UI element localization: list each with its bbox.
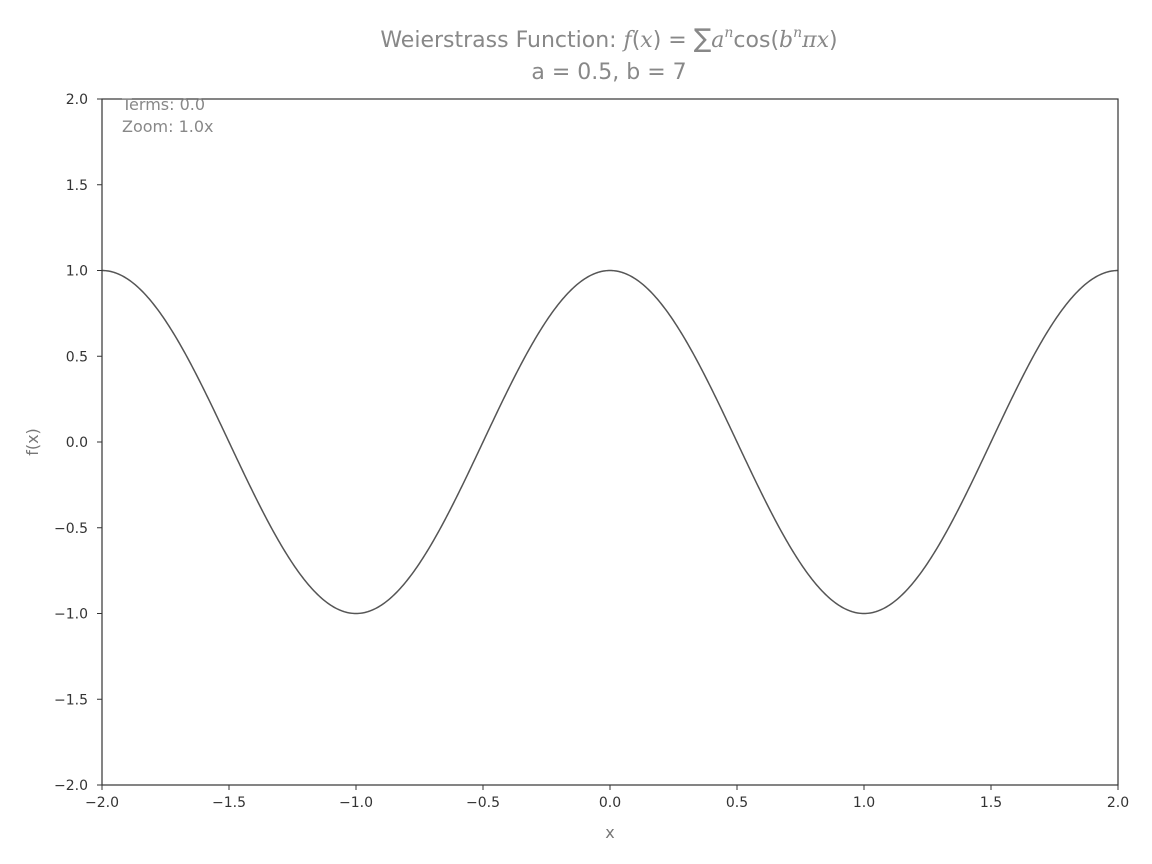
chart-title-prefix: Weierstrass Function:	[380, 28, 623, 53]
x-tick-label: −2.0	[85, 795, 119, 811]
x-tick-label: −1.5	[212, 795, 246, 811]
y-tick-label: −2.0	[54, 778, 88, 794]
y-tick-label: −1.0	[54, 607, 88, 623]
chart-title-cos: cos	[733, 28, 770, 53]
x-tick-label: 1.0	[853, 795, 875, 811]
x-tick-label: 0.0	[599, 795, 621, 811]
chart-title-x: x	[640, 28, 653, 53]
chart-title-b: b	[779, 28, 793, 53]
chart-title-paren-close: )	[653, 28, 662, 53]
chart-title-paren-open: (	[632, 28, 641, 53]
series-line	[101, 269, 1119, 615]
y-tick-label: 1.0	[66, 264, 88, 280]
y-axis-label: f(x)	[23, 428, 42, 456]
chart-title-pix: πx	[801, 28, 829, 53]
y-tick-label: 0.5	[66, 349, 88, 365]
x-tick-label: 1.5	[980, 795, 1002, 811]
x-axis-label: x	[605, 823, 614, 842]
y-tick-label: −1.5	[54, 692, 88, 708]
y-ticks: 2.0 1.5 1.0 0.5 0.0 −0.5 −1.0 −1.5 −2.0	[54, 92, 102, 794]
y-tick-label: 1.5	[66, 178, 88, 194]
x-tick-label: 2.0	[1107, 795, 1129, 811]
x-tick-label: 0.5	[726, 795, 748, 811]
x-ticks: −2.0 −1.5 −1.0 −0.5 0.0 0.5 1.0 1.5 2.0	[85, 785, 1129, 811]
chart-title-equals: =	[661, 28, 693, 53]
axes-frame	[101, 98, 1119, 786]
chart-subtitle: a = 0.5, b = 7	[531, 60, 686, 85]
chart-title-paren-close-2: )	[829, 28, 838, 53]
series-group	[101, 269, 1119, 615]
chart-title-paren-open-2: (	[770, 28, 779, 53]
chart-title-a: a	[711, 28, 724, 53]
chart-title-n1: n	[724, 25, 733, 41]
terms-annotation: Terms: 0.0	[121, 95, 205, 114]
chart-title: Weierstrass Function: f(x) = ∑ancos(bnπx…	[380, 24, 837, 54]
chart-title-sum: ∑	[694, 24, 712, 54]
x-tick-label: −1.0	[339, 795, 373, 811]
y-tick-label: 2.0	[66, 92, 88, 108]
y-tick-label: 0.0	[66, 435, 88, 451]
y-tick-label: −0.5	[54, 521, 88, 537]
chart-title-n2: n	[793, 25, 802, 41]
x-tick-label: −0.5	[466, 795, 500, 811]
zoom-annotation: Zoom: 1.0x	[122, 117, 214, 136]
